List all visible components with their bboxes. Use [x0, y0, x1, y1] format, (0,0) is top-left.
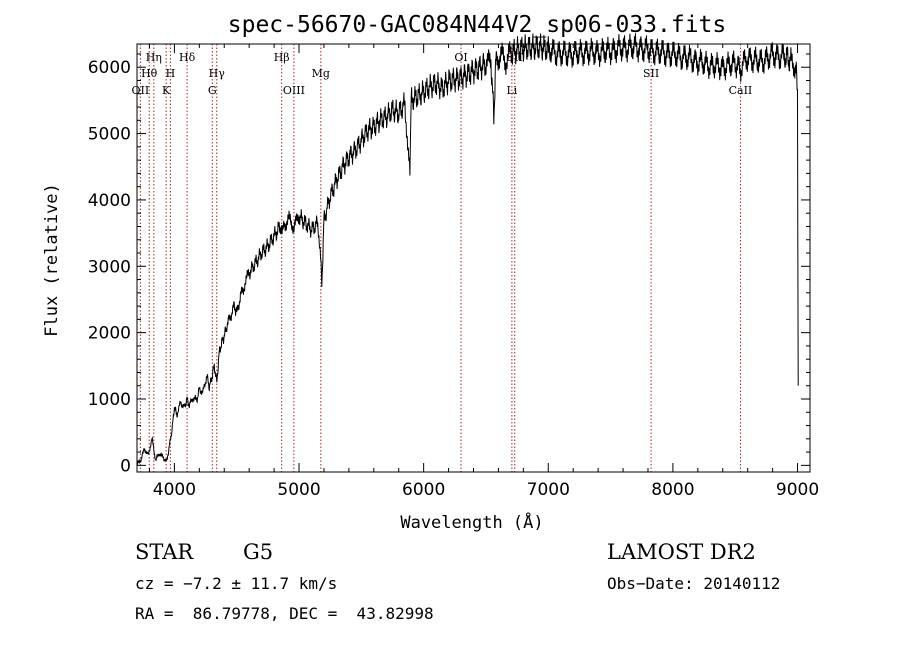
- x-tick-label: 5000: [277, 480, 320, 500]
- redshift-cz: cz = −7.2 ± 11.7 km/s: [135, 574, 338, 593]
- coordinates: RA = 86.79778, DEC = 43.82998: [135, 604, 434, 623]
- x-tick-label: 4000: [153, 480, 196, 500]
- y-tick-label: 0: [120, 456, 131, 476]
- spectral-line-label: Hθ: [141, 67, 158, 80]
- object-subclass: G5: [243, 540, 274, 564]
- spectral-line-label: Hγ: [209, 67, 226, 80]
- spectral-line-label: OII: [132, 84, 150, 97]
- x-tick-label: 9000: [776, 480, 819, 500]
- observation-date: Obs−Date: 20140112: [607, 574, 781, 593]
- spectral-line-label: G: [208, 84, 217, 97]
- spectrum-series: [136, 33, 799, 466]
- spectral-line-label: Hη: [146, 51, 162, 64]
- spectral-line-label: Hβ: [274, 51, 290, 64]
- y-tick-label: 1000: [88, 390, 131, 410]
- spectral-line-label: Li: [506, 84, 517, 97]
- chart-title: spec-56670-GAC084N44V2_sp06-033.fits: [228, 12, 727, 38]
- y-tick-label: 6000: [88, 58, 131, 78]
- y-tick-label: 3000: [88, 257, 131, 277]
- y-tick-label: 5000: [88, 125, 131, 145]
- spectral-line-label: Hδ: [179, 51, 196, 64]
- y-tick-label: 4000: [88, 191, 131, 211]
- y-axis: 0 1000 2000 3000 4000 5000 6000: [88, 53, 810, 476]
- spectrum-line: [136, 33, 799, 466]
- spectral-line-label: H: [166, 67, 176, 80]
- spectral-line-label: OI: [454, 51, 467, 64]
- x-axis-label: Wavelength (Å): [400, 511, 543, 533]
- x-tick-label: 6000: [402, 480, 445, 500]
- x-tick-label: 8000: [651, 480, 694, 500]
- spectral-line-label: SII: [643, 67, 659, 80]
- spectral-line-label: K: [162, 84, 171, 97]
- spectral-line-label: Mg: [312, 67, 330, 80]
- spectral-line-label: CaII: [729, 84, 753, 97]
- spectral-line-label: OIII: [283, 84, 305, 97]
- object-class: STAR: [135, 540, 194, 564]
- x-tick-label: 7000: [527, 480, 570, 500]
- plot-frame: [136, 43, 811, 473]
- y-tick-label: 2000: [88, 324, 131, 344]
- survey-label: LAMOST DR2: [607, 540, 756, 564]
- y-axis-label: Flux (relative): [42, 183, 62, 337]
- x-axis: 4000 5000 6000 7000 8000 9000: [148, 44, 819, 500]
